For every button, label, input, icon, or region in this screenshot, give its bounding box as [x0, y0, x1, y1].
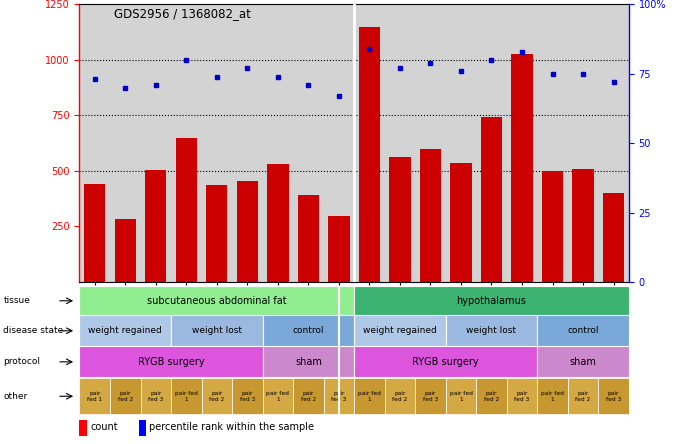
Bar	[263, 378, 293, 414]
Text: pair
fed 3: pair fed 3	[423, 391, 438, 402]
Bar	[538, 346, 629, 377]
Text: pair
fed 2: pair fed 2	[484, 391, 499, 402]
Text: sham: sham	[295, 357, 322, 367]
Text: weight regained: weight regained	[88, 326, 162, 335]
Bar	[419, 149, 441, 282]
Bar	[145, 170, 167, 282]
Bar	[598, 378, 629, 414]
Text: control: control	[292, 326, 324, 335]
Bar	[451, 163, 472, 282]
Bar	[354, 378, 385, 414]
Text: pair
fed 3: pair fed 3	[148, 391, 163, 402]
Text: count: count	[90, 422, 117, 432]
Bar	[572, 169, 594, 282]
Bar	[603, 193, 624, 282]
Text: pair
fed 2: pair fed 2	[392, 391, 408, 402]
Bar	[476, 378, 507, 414]
Bar	[232, 378, 263, 414]
Bar	[79, 315, 171, 346]
Bar	[140, 378, 171, 414]
Text: weight regained: weight regained	[363, 326, 437, 335]
Bar	[323, 378, 354, 414]
Text: weight lost: weight lost	[466, 326, 516, 335]
Bar	[568, 378, 598, 414]
Text: pair
fed 3: pair fed 3	[606, 391, 621, 402]
Bar	[538, 378, 568, 414]
Text: pair
fed 2: pair fed 2	[576, 391, 591, 402]
Bar	[79, 378, 110, 414]
Bar	[263, 346, 354, 377]
Bar	[542, 171, 563, 282]
Text: pair
fed 2: pair fed 2	[301, 391, 316, 402]
Bar	[84, 184, 106, 282]
Bar	[446, 315, 538, 346]
Bar	[79, 420, 86, 436]
Text: pair
fed 2: pair fed 2	[209, 391, 225, 402]
Bar	[354, 286, 629, 315]
Text: pair
fed 2: pair fed 2	[117, 391, 133, 402]
Text: percentile rank within the sample: percentile rank within the sample	[149, 422, 314, 432]
Bar	[176, 138, 197, 282]
Text: pair
fed 1: pair fed 1	[87, 391, 102, 402]
Text: sham: sham	[569, 357, 596, 367]
Text: hypothalamus: hypothalamus	[457, 296, 527, 306]
Text: pair fed
1: pair fed 1	[358, 391, 381, 402]
Bar	[139, 420, 146, 436]
Bar	[263, 315, 354, 346]
Text: pair fed
1: pair fed 1	[267, 391, 290, 402]
Bar	[359, 27, 380, 282]
Bar	[206, 186, 227, 282]
Text: tissue: tissue	[3, 296, 30, 305]
Bar	[79, 286, 354, 315]
Bar	[389, 157, 410, 282]
Text: disease state: disease state	[3, 326, 64, 335]
Text: control: control	[567, 326, 599, 335]
Bar	[446, 378, 476, 414]
Text: subcutaneous abdominal fat: subcutaneous abdominal fat	[147, 296, 287, 306]
Bar	[511, 55, 533, 282]
Bar	[115, 219, 136, 282]
Bar	[267, 164, 289, 282]
Text: pair fed
1: pair fed 1	[541, 391, 564, 402]
Text: pair
fed 3: pair fed 3	[331, 391, 346, 402]
Bar	[415, 378, 446, 414]
Bar	[171, 378, 202, 414]
Bar	[328, 217, 350, 282]
Text: pair
fed 3: pair fed 3	[240, 391, 255, 402]
Bar	[202, 378, 232, 414]
Text: RYGB surgery: RYGB surgery	[413, 357, 479, 367]
Bar	[79, 346, 263, 377]
Text: other: other	[3, 392, 28, 401]
Bar	[385, 378, 415, 414]
Text: pair fed
1: pair fed 1	[175, 391, 198, 402]
Bar	[354, 315, 446, 346]
Text: protocol: protocol	[3, 357, 41, 366]
Bar	[298, 195, 319, 282]
Text: GDS2956 / 1368082_at: GDS2956 / 1368082_at	[114, 7, 251, 20]
Text: pair fed
1: pair fed 1	[450, 391, 473, 402]
Text: weight lost: weight lost	[192, 326, 242, 335]
Bar	[293, 378, 323, 414]
Text: pair
fed 3: pair fed 3	[514, 391, 529, 402]
Bar	[507, 378, 538, 414]
Bar	[171, 315, 263, 346]
Bar	[481, 117, 502, 282]
Bar	[538, 315, 629, 346]
Bar	[236, 181, 258, 282]
Bar	[354, 346, 538, 377]
Bar	[110, 378, 140, 414]
Text: RYGB surgery: RYGB surgery	[138, 357, 205, 367]
